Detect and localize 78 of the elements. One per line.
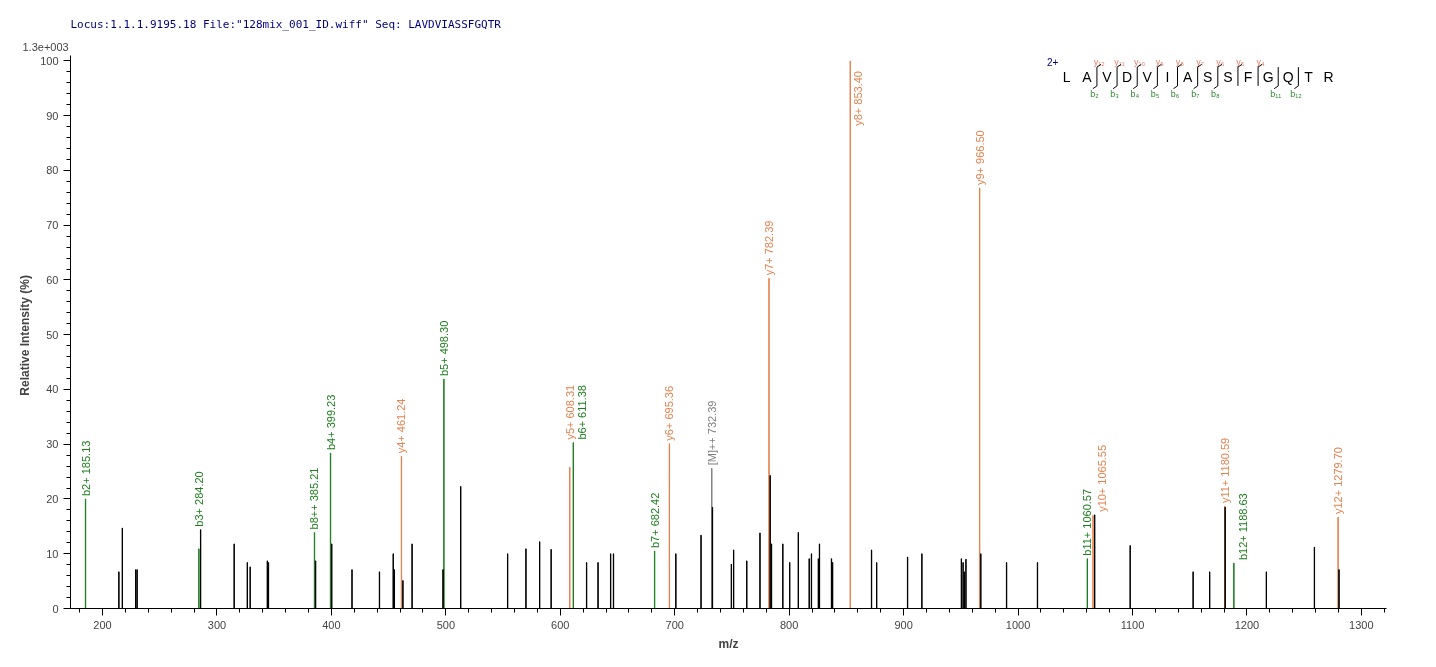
- category-label: A: [1082, 68, 1093, 85]
- data-label: b₁₁: [1270, 89, 1282, 100]
- annotation: b4+ 399.23: [324, 394, 337, 450]
- category-label: R: [1323, 68, 1334, 85]
- x-tick-label: 1300: [1349, 618, 1374, 631]
- annotation: b7+ 682.42: [648, 492, 661, 549]
- data-label: y₇: [1196, 57, 1204, 68]
- x-tick-label: 200: [93, 618, 112, 631]
- category-label: F: [1243, 68, 1253, 85]
- annotation: y4+ 461.24: [395, 398, 408, 454]
- annotation: y11+ 1180.59: [1218, 437, 1231, 504]
- annotation: y12+ 1279.70: [1332, 447, 1345, 515]
- annotation: 2+: [1046, 57, 1059, 69]
- category-label: G: [1262, 68, 1274, 85]
- y-tick-label: 50: [46, 328, 59, 341]
- y-tick-label: 40: [46, 383, 59, 396]
- y-tick-label: 0: [52, 602, 59, 615]
- annotation: y10+ 1065.55: [1096, 444, 1109, 512]
- category-label: Q: [1282, 68, 1294, 85]
- x-tick-label: 1100: [1120, 618, 1145, 631]
- category-label: S: [1223, 68, 1233, 85]
- x-tick-label: 800: [779, 618, 799, 631]
- y-tick-label: 20: [46, 493, 59, 505]
- y-tick-label: 90: [46, 109, 59, 122]
- data-label: y₁₁: [1114, 57, 1125, 68]
- annotation: b3+ 284.20: [192, 471, 205, 527]
- x-axis-title: m/z: [718, 636, 739, 651]
- y-tick-label: 80: [46, 164, 59, 177]
- annotation: y5+ 608.31: [563, 384, 576, 440]
- data-label: b₈: [1211, 89, 1221, 100]
- x-tick-label: 500: [436, 618, 456, 631]
- category-label: A: [1182, 68, 1193, 85]
- category-label: V: [1102, 68, 1113, 85]
- data-label: y₄: [1256, 57, 1265, 68]
- x-tick-label: 900: [894, 618, 913, 631]
- annotation: b11+ 1060.57: [1081, 488, 1094, 556]
- annotation: b2+ 185.13: [79, 440, 92, 496]
- annotation: y6+ 695.36: [663, 385, 676, 441]
- annotation: b6+ 611.38: [576, 385, 589, 440]
- data-label: b₄: [1130, 89, 1140, 100]
- y-tick-label: 30: [46, 438, 59, 451]
- annotation: y7+ 782.39: [763, 220, 775, 276]
- data-label: y₅: [1236, 57, 1245, 68]
- x-tick-label: 700: [665, 618, 684, 631]
- data-label: b₇: [1191, 89, 1200, 100]
- data-label: b₆: [1170, 89, 1180, 100]
- data-label: b₃: [1110, 89, 1120, 100]
- x-tick-label: 300: [207, 618, 227, 631]
- annotation: b12+ 1188.63: [1236, 493, 1249, 561]
- data-label: b₂: [1090, 89, 1100, 100]
- data-label: b₁₂: [1290, 89, 1303, 100]
- y-tick-label: 60: [46, 273, 59, 286]
- annotation: y8+ 853.40: [852, 71, 865, 126]
- x-tick-label: 600: [551, 618, 570, 631]
- x-tick-label: 1200: [1234, 618, 1260, 631]
- data-label: y₁₂: [1093, 57, 1106, 68]
- chart-title: Locus:1.1.1.9195.18 File:"128mix_001_ID.wiff" Seq: LAVDVIASSFGQTR: [70, 17, 502, 31]
- x-tick-label: 400: [322, 618, 341, 631]
- y-tick-label: 100: [40, 54, 59, 67]
- annotation: b5+ 498.30: [437, 320, 450, 377]
- annotation: [M]++ 732.39: [705, 400, 718, 466]
- category-label: L: [1062, 68, 1071, 85]
- y-axis-title: Relative Intensity (%): [18, 274, 33, 396]
- data-label: y₉: [1155, 57, 1165, 68]
- data-label: b₅: [1150, 89, 1160, 100]
- y-tick-label: 10: [46, 547, 59, 560]
- data-label: y₈: [1175, 57, 1185, 68]
- text: 1.3e+003: [22, 40, 69, 53]
- x-tick-label: 1000: [1005, 618, 1031, 631]
- data-label: y₆: [1216, 57, 1225, 68]
- y-tick-label: 70: [46, 219, 59, 232]
- category-label: T: [1304, 68, 1314, 85]
- annotation: y9+ 966.50: [973, 130, 986, 185]
- category-label: S: [1203, 68, 1213, 85]
- category-label: V: [1142, 68, 1153, 85]
- category-label: I: [1165, 68, 1170, 85]
- annotation: b8++ 385.21: [308, 467, 321, 530]
- category-label: D: [1122, 68, 1133, 85]
